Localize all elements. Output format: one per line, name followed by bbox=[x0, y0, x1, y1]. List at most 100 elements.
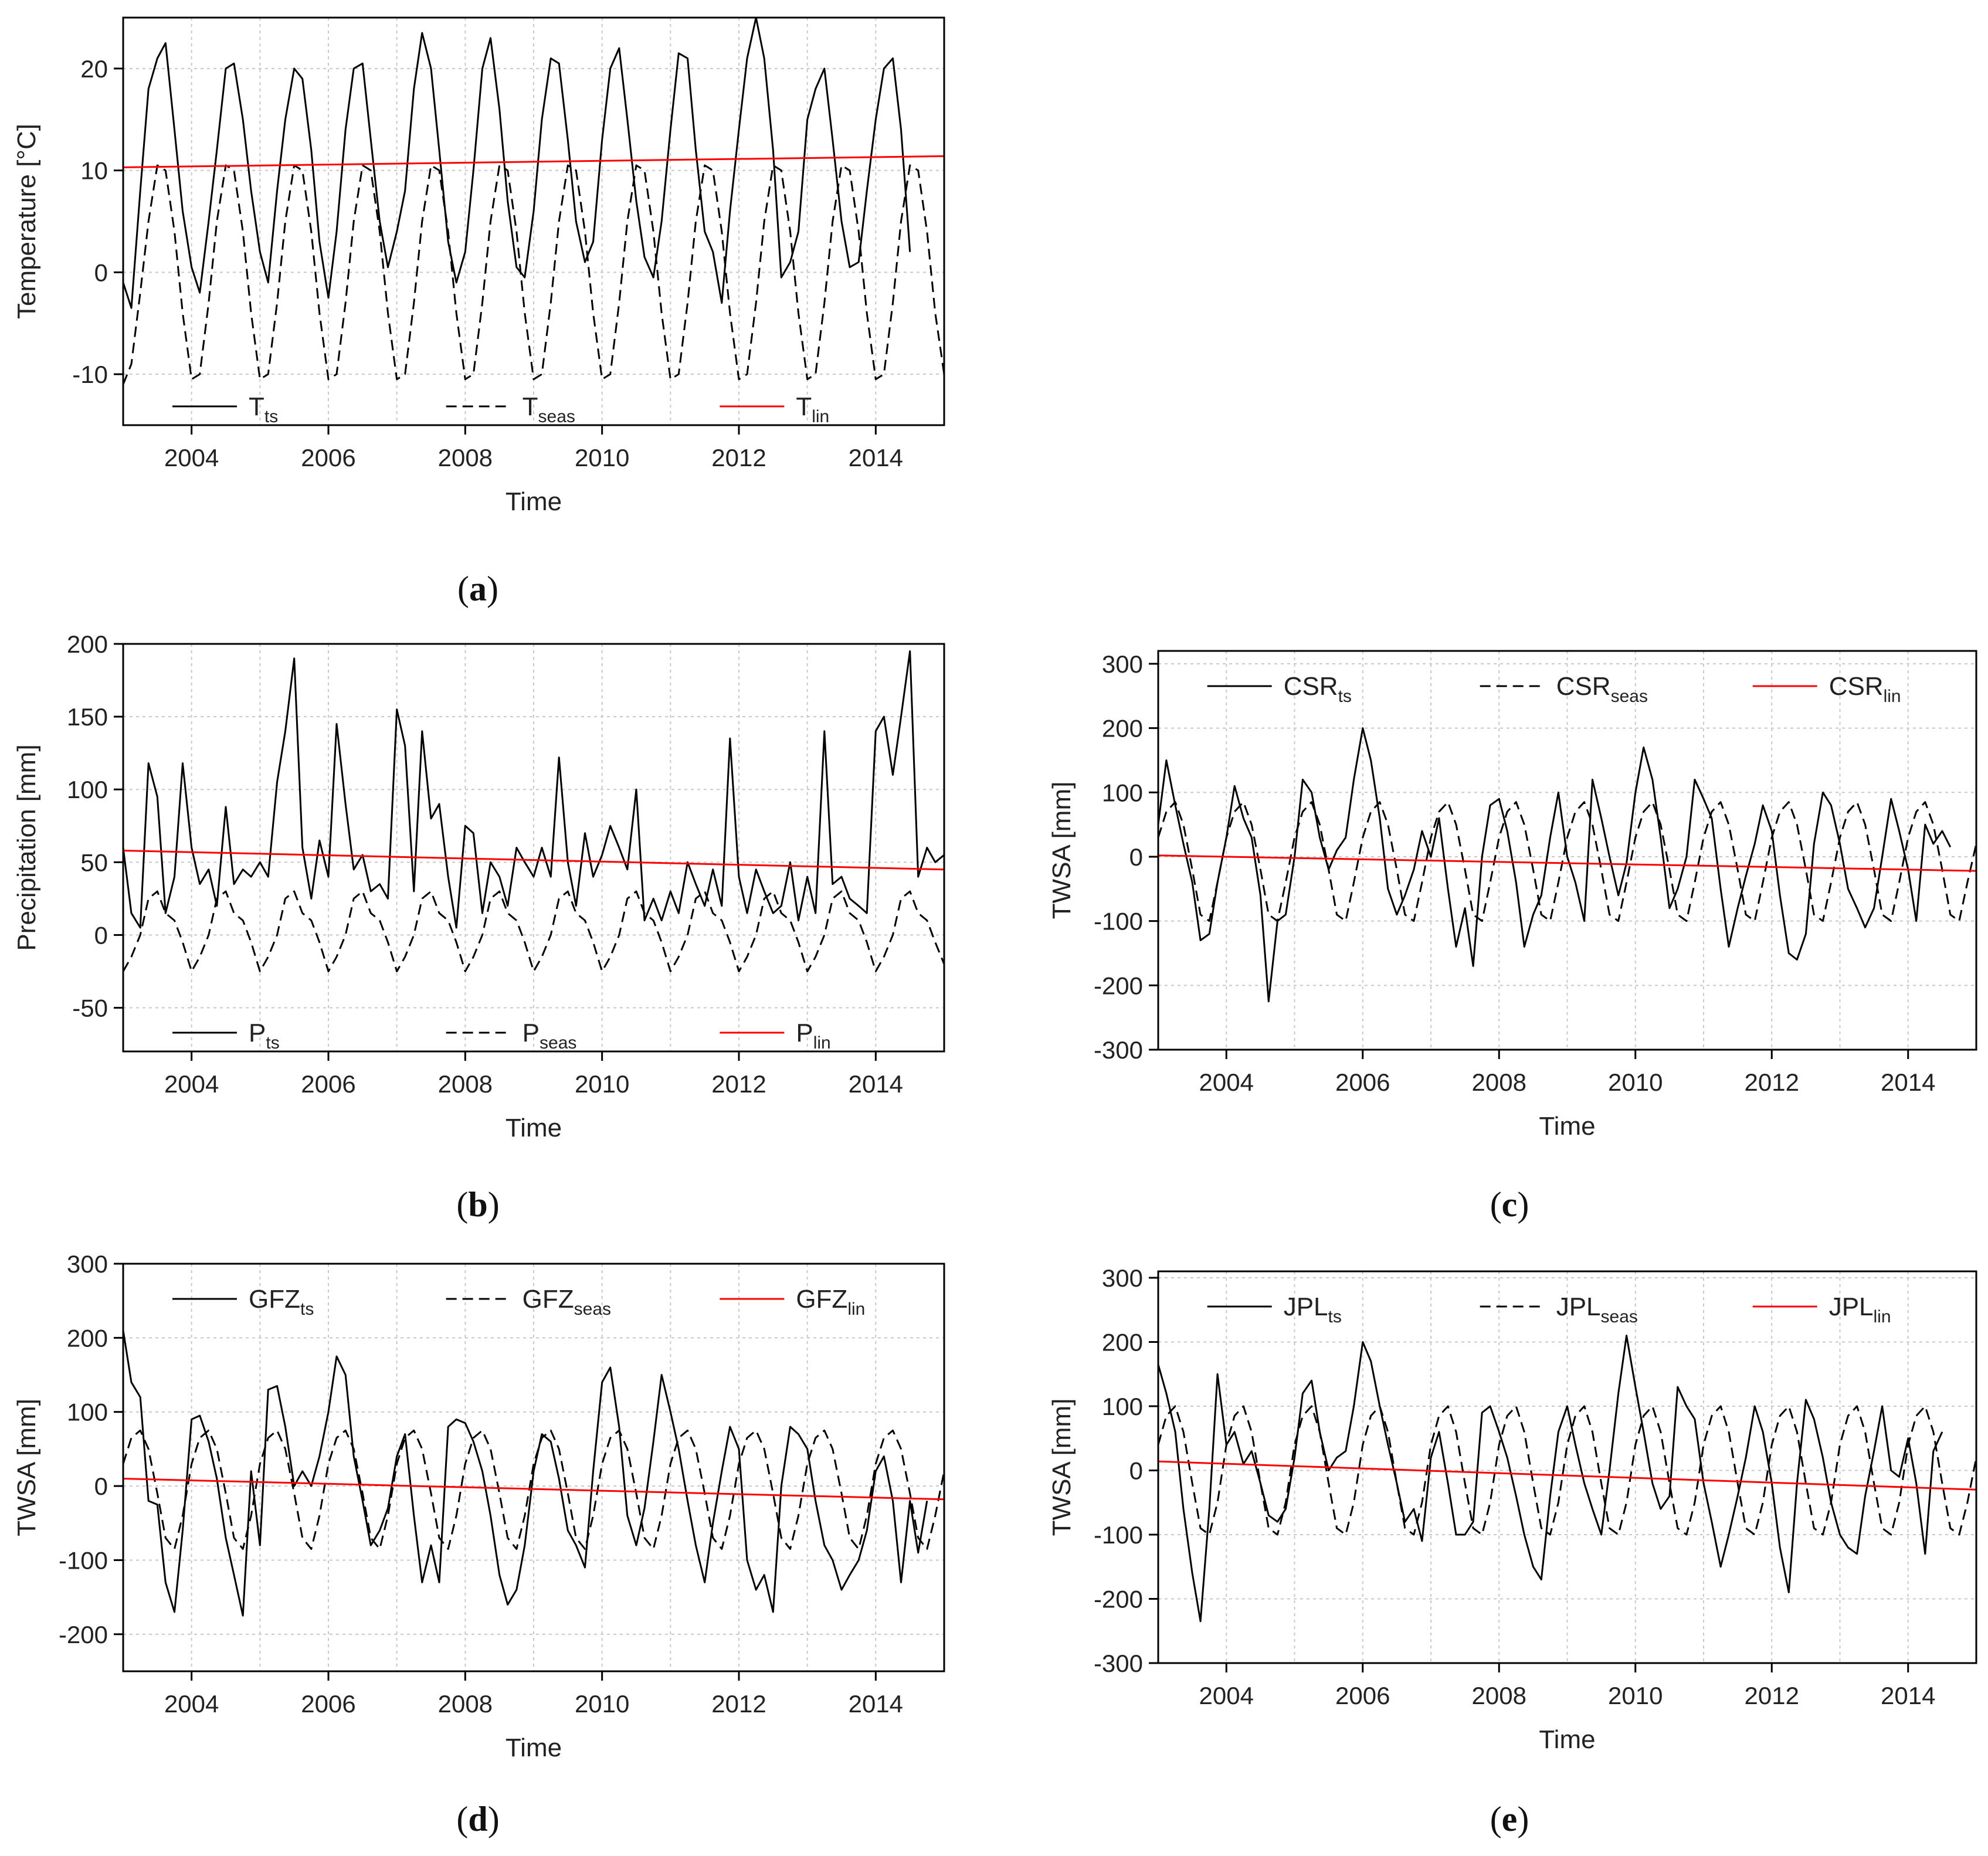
grid bbox=[1158, 1271, 1976, 1664]
legend-ts-label: Tts bbox=[249, 392, 278, 426]
grid bbox=[123, 643, 944, 1051]
y-tick-label: 100 bbox=[1102, 1393, 1143, 1420]
y-tick-label: 0 bbox=[1129, 843, 1143, 871]
legend-seas-label: GFZseas bbox=[523, 1285, 611, 1319]
series-lin-line bbox=[123, 155, 944, 168]
plot-area bbox=[123, 1330, 944, 1617]
legend-seas-label: Pseas bbox=[523, 1019, 577, 1053]
series-ts-line bbox=[1158, 727, 1952, 1003]
grid bbox=[1158, 651, 1976, 1050]
plot-area bbox=[123, 650, 944, 972]
series-seas-line bbox=[123, 164, 944, 385]
plot-area bbox=[1158, 727, 1976, 1003]
y-tick-label: 100 bbox=[67, 1399, 108, 1426]
x-tick-label: 2014 bbox=[1881, 1068, 1935, 1096]
grid bbox=[123, 18, 944, 425]
y-tick-label: -200 bbox=[1094, 972, 1143, 999]
series-lin-line bbox=[123, 850, 944, 871]
x-tick-label: 2014 bbox=[849, 1690, 903, 1718]
series-seas-line bbox=[123, 1429, 944, 1550]
legend-seas-label: JPLseas bbox=[1556, 1292, 1638, 1326]
x-tick-label: 2010 bbox=[575, 1690, 629, 1718]
legend-lin-label: Plin bbox=[796, 1019, 830, 1053]
x-tick-label: 2012 bbox=[1745, 1068, 1799, 1096]
y-axis-label: Temperature [°C] bbox=[12, 124, 41, 319]
y-tick-label: -300 bbox=[1094, 1650, 1143, 1677]
x-tick-label: 2004 bbox=[164, 1070, 219, 1098]
legend-lin-label: CSRlin bbox=[1829, 672, 1901, 706]
y-tick-label: 200 bbox=[1102, 715, 1143, 742]
plot-frame bbox=[122, 1263, 945, 1672]
x-tick-label: 2014 bbox=[849, 444, 903, 471]
caption-a: (a) bbox=[457, 569, 498, 608]
chart-d: 2004 2006 2008 2010 2012 2014 -200 -100 0 100 200 3… bbox=[12, 1250, 945, 1762]
plot-frame bbox=[1157, 1270, 1977, 1664]
legend-ts-label: CSRts bbox=[1284, 672, 1352, 706]
legend: Tts Tseas Tlin bbox=[172, 392, 829, 426]
legend-ts-label: JPLts bbox=[1284, 1292, 1342, 1326]
x-axis-label: Time bbox=[1539, 1725, 1595, 1754]
x-tick-label: 2008 bbox=[1472, 1068, 1526, 1096]
x-tick-label: 2010 bbox=[575, 444, 629, 471]
x-tick-label: 2004 bbox=[164, 444, 219, 471]
x-tick-label: 2006 bbox=[301, 1690, 355, 1718]
chart-c: 2004 2006 2008 2010 2012 2014 -300 -200 -100 0 100… bbox=[1047, 650, 1977, 1141]
series-lin-line bbox=[1158, 854, 1976, 872]
x-tick-label: 2008 bbox=[438, 1690, 493, 1718]
plot-frame bbox=[122, 643, 945, 1053]
y-axis-label: TWSA [mm] bbox=[1047, 1399, 1076, 1536]
x-axis-label: Time bbox=[506, 487, 562, 516]
caption-b: (b) bbox=[456, 1185, 500, 1224]
y-tick-label: -200 bbox=[59, 1621, 108, 1648]
legend-seas-label: Tseas bbox=[523, 392, 575, 426]
legend: GFZts GFZseas GFZlin bbox=[172, 1285, 865, 1319]
x-tick-label: 2008 bbox=[1472, 1682, 1526, 1709]
y-tick-label: 100 bbox=[1102, 779, 1143, 806]
x-tick-label: 2012 bbox=[711, 1070, 766, 1098]
x-tick-label: 2010 bbox=[1608, 1068, 1663, 1096]
legend-lin-label: GFZlin bbox=[796, 1285, 865, 1319]
y-axis-label: Precipitation [mm] bbox=[12, 744, 41, 951]
x-tick-label: 2008 bbox=[438, 1070, 493, 1098]
x-tick-label: 2012 bbox=[711, 1690, 766, 1718]
y-tick-label: 300 bbox=[1102, 650, 1143, 678]
y-axis-label: TWSA [mm] bbox=[12, 1399, 41, 1536]
x-tick-label: 2004 bbox=[164, 1690, 219, 1718]
y-tick-label: 0 bbox=[94, 259, 108, 286]
caption-d: (d) bbox=[456, 1800, 500, 1838]
y-tick-label: -300 bbox=[1094, 1036, 1143, 1064]
y-tick-label: 0 bbox=[1129, 1457, 1143, 1484]
x-tick-label: 2010 bbox=[1608, 1682, 1663, 1709]
legend: Pts Pseas Plin bbox=[172, 1019, 831, 1053]
legend-ts-label: Pts bbox=[249, 1019, 280, 1053]
legend-ts-label: GFZts bbox=[249, 1285, 314, 1319]
series-ts-line bbox=[123, 1330, 928, 1617]
series-ts-line bbox=[123, 18, 911, 309]
x-tick-label: 2012 bbox=[711, 444, 766, 471]
y-tick-label: 150 bbox=[67, 703, 108, 731]
y-tick-label: 50 bbox=[80, 849, 108, 876]
caption-c: (c) bbox=[1490, 1185, 1529, 1224]
legend-seas-label: CSRseas bbox=[1556, 672, 1648, 706]
y-tick-label: 200 bbox=[1102, 1328, 1143, 1356]
y-tick-label: 200 bbox=[67, 630, 108, 658]
x-tick-label: 2012 bbox=[1745, 1682, 1799, 1709]
x-tick-label: 2010 bbox=[575, 1070, 629, 1098]
y-tick-label: 300 bbox=[1102, 1264, 1143, 1292]
x-tick-label: 2006 bbox=[1335, 1068, 1390, 1096]
x-tick-label: 2004 bbox=[1199, 1682, 1254, 1709]
y-tick-label: -100 bbox=[1094, 908, 1143, 935]
chart-e: 2004 2006 2008 2010 2012 2014 -300 -200 -100 0 100… bbox=[1047, 1264, 1977, 1754]
x-tick-label: 2004 bbox=[1199, 1068, 1254, 1096]
y-tick-label: 200 bbox=[67, 1324, 108, 1352]
y-tick-label: 20 bbox=[80, 55, 108, 83]
plot-area bbox=[1158, 1335, 1976, 1623]
series-seas-line bbox=[1158, 801, 1976, 922]
y-tick-label: 0 bbox=[94, 921, 108, 949]
x-tick-label: 2014 bbox=[1881, 1682, 1935, 1709]
y-tick-label: 10 bbox=[80, 157, 108, 185]
series-lin-line bbox=[1158, 1460, 1976, 1491]
y-tick-label: 300 bbox=[67, 1250, 108, 1278]
legend: CSRts CSRseas CSRlin bbox=[1207, 672, 1901, 706]
x-tick-label: 2008 bbox=[438, 444, 493, 471]
